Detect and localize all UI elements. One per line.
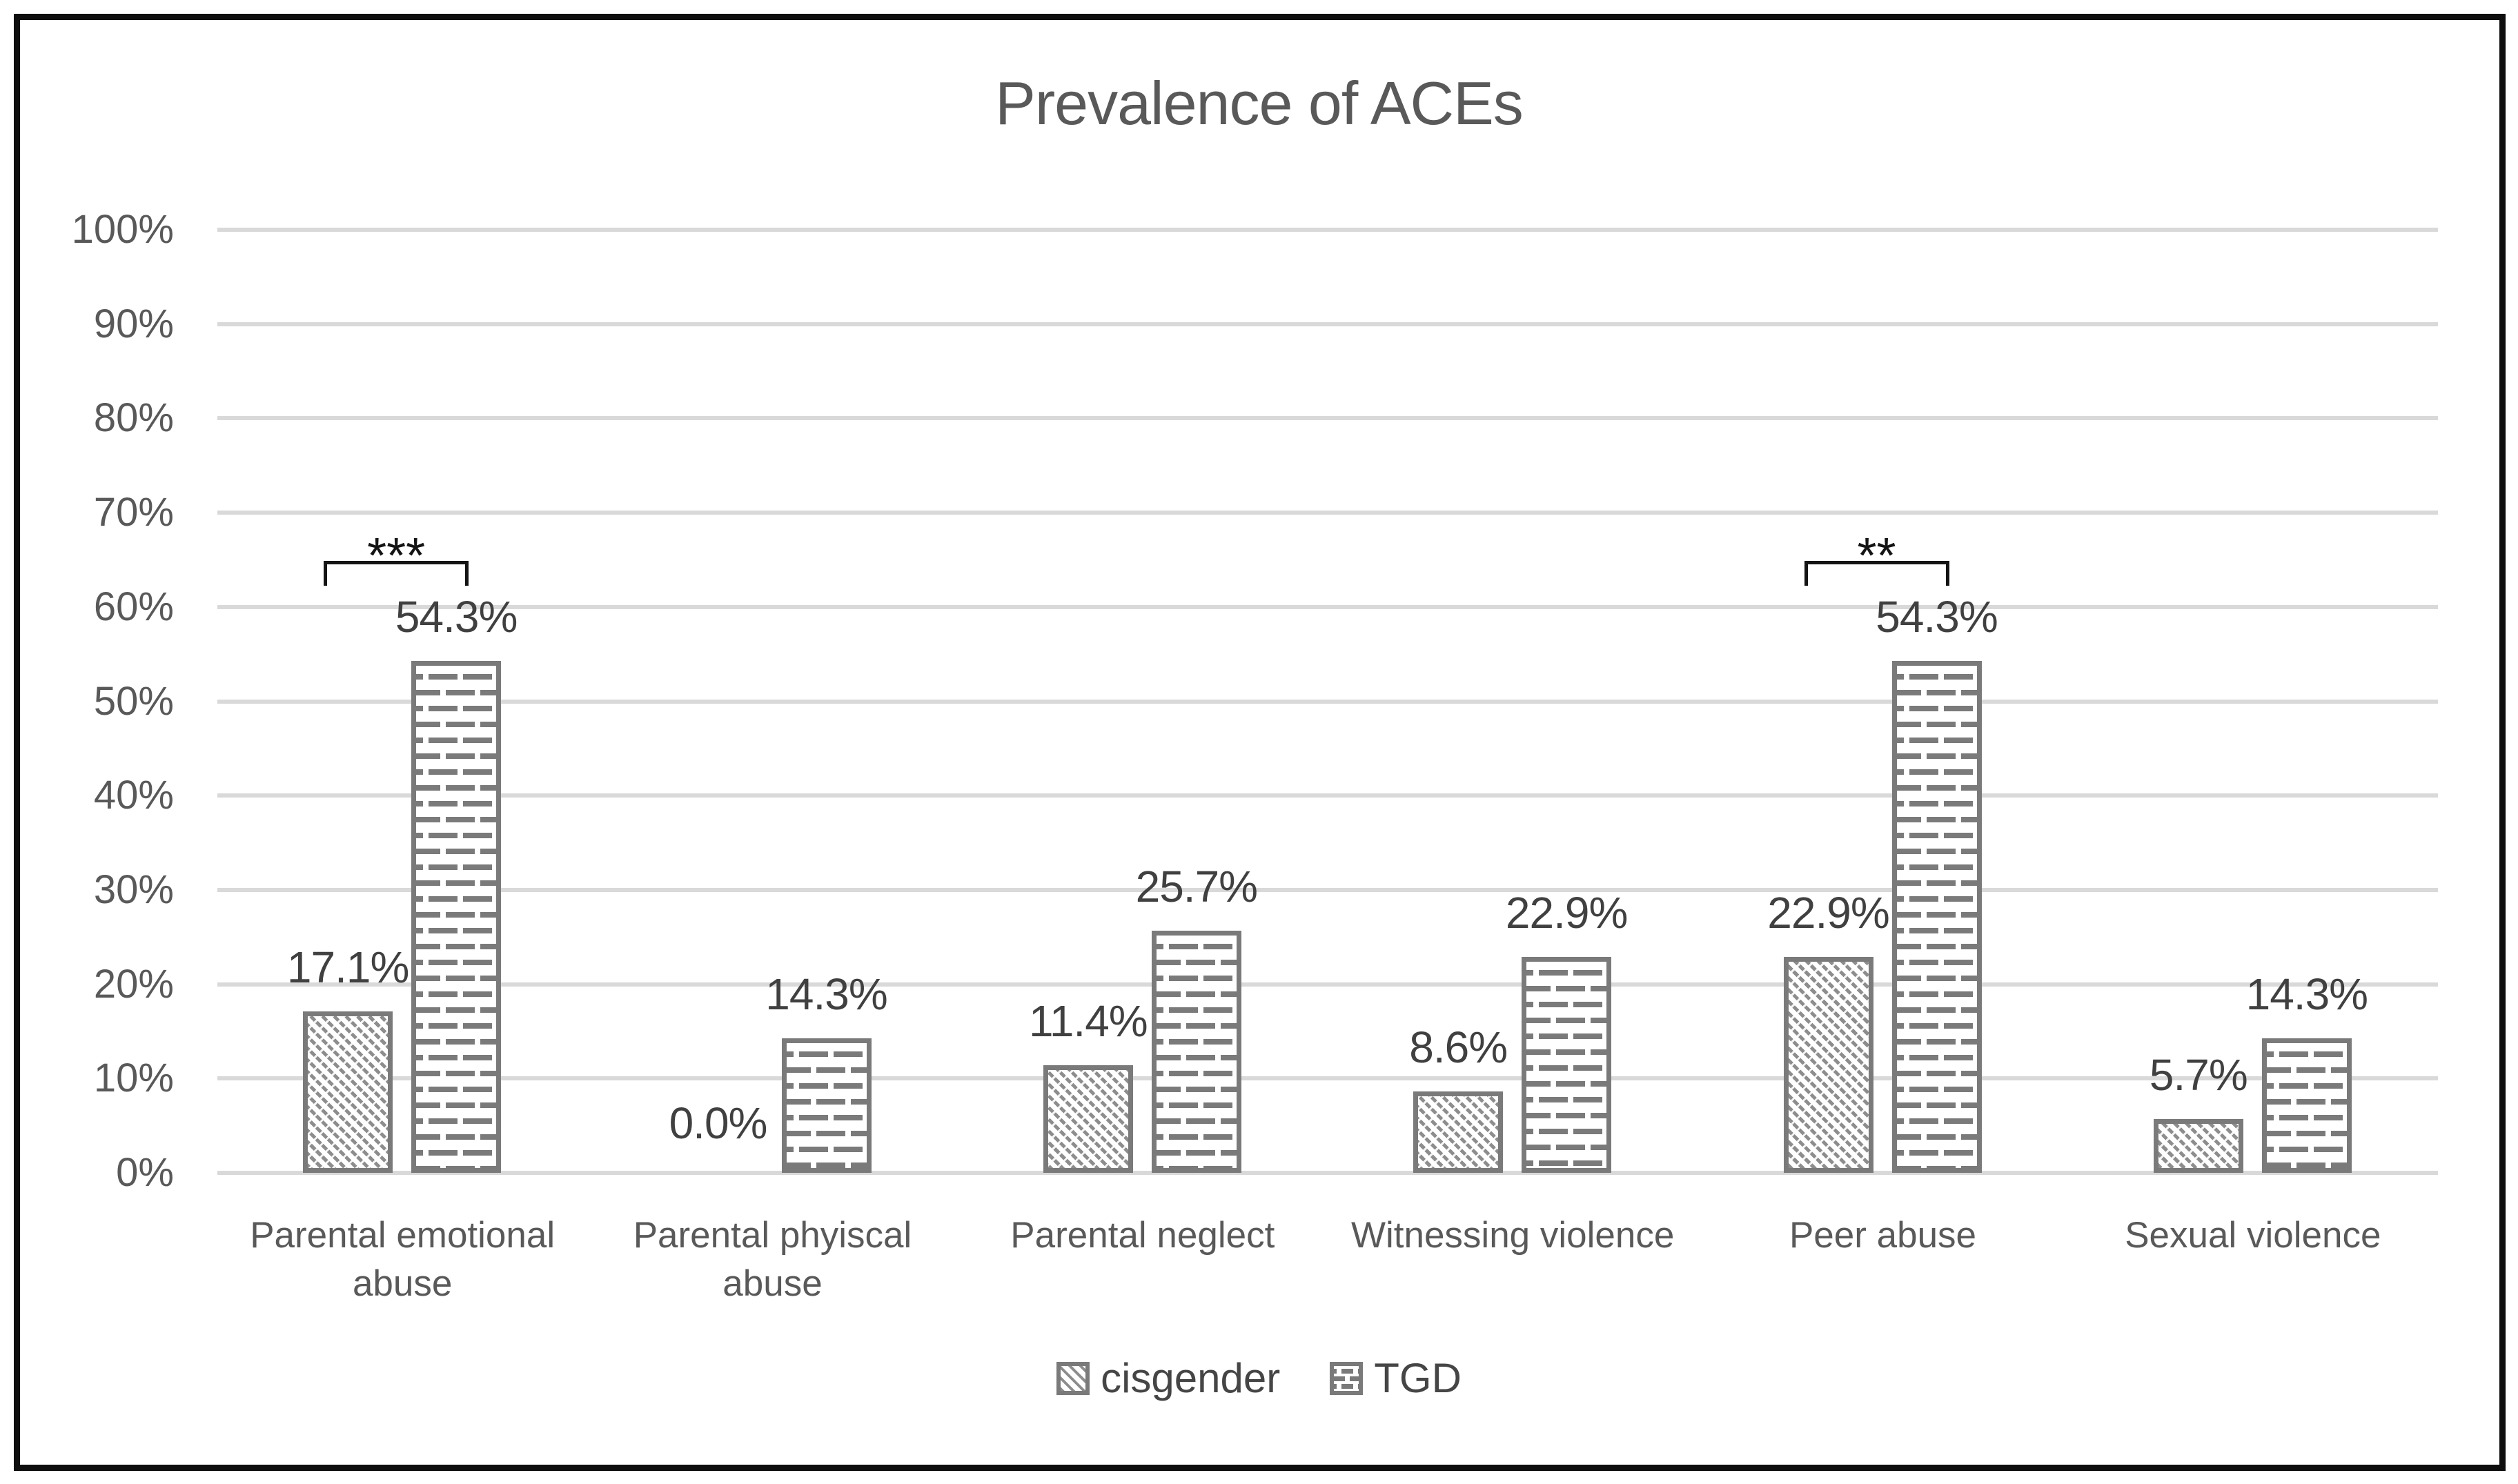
bar-TGD-2 <box>1151 931 1241 1173</box>
data-label-TGD-2: 25.7% <box>1135 862 1258 911</box>
legend-item-tgd: TGD <box>1330 1356 1462 1401</box>
significance-stars: ** <box>1857 528 1896 584</box>
category-label-line: abuse <box>722 1263 823 1304</box>
legend-label-tgd: TGD <box>1374 1355 1462 1401</box>
data-label-TGD-3: 22.9% <box>1505 888 1628 938</box>
y-axis-tick-label: 100% <box>71 207 174 252</box>
bar-TGD-0 <box>411 661 502 1173</box>
y-axis-tick-label: 30% <box>93 867 174 912</box>
y-axis-tick-label: 50% <box>93 678 174 724</box>
significance-bracket-right-tick <box>465 561 469 586</box>
gridline <box>217 228 2438 232</box>
y-axis-tick-label: 40% <box>93 773 174 818</box>
y-axis-tick-label: 10% <box>93 1056 174 1101</box>
y-axis-tick-label: 80% <box>93 395 174 441</box>
data-label-TGD-4: 54.3% <box>1876 592 1998 642</box>
category-label-line: Parental phyiscal <box>633 1215 912 1256</box>
category-label-line: Peer abuse <box>1789 1215 1977 1256</box>
y-axis-tick-label: 60% <box>93 584 174 629</box>
legend: cisgender TGD <box>0 1356 2518 1401</box>
significance-bracket-right-tick <box>1945 561 1949 586</box>
bar-cisgender-2 <box>1043 1065 1133 1173</box>
category-label-line: Parental neglect <box>1010 1215 1275 1256</box>
bar-cisgender-5 <box>2153 1119 2243 1173</box>
data-label-cisgender-2: 11.4% <box>1028 996 1148 1046</box>
significance-bracket-left-tick <box>1804 561 1808 586</box>
diagonal-hatch-swatch-icon <box>1056 1362 1090 1395</box>
bar-cisgender-4 <box>1783 957 1873 1173</box>
y-axis-tick-label: 0% <box>116 1150 174 1195</box>
y-axis-tick-label: 90% <box>93 301 174 346</box>
category-label-2: Parental neglect <box>950 1211 1336 1260</box>
gridline <box>217 887 2438 892</box>
data-label-cisgender-3: 8.6% <box>1409 1022 1508 1072</box>
gridline <box>217 416 2438 421</box>
gridline <box>217 604 2438 609</box>
category-label-line: Witnessing violence <box>1350 1215 1675 1256</box>
legend-item-cisgender: cisgender <box>1056 1356 1280 1401</box>
gridline <box>217 699 2438 704</box>
data-label-cisgender-4: 22.9% <box>1767 888 1889 938</box>
data-label-cisgender-5: 5.7% <box>2149 1050 2248 1100</box>
bar-TGD-1 <box>781 1038 872 1173</box>
chart-title: Prevalence of ACEs <box>995 69 1524 137</box>
bar-cisgender-0 <box>303 1011 393 1173</box>
category-label-line: Sexual violence <box>2125 1215 2381 1256</box>
data-label-TGD-5: 14.3% <box>2245 969 2368 1019</box>
category-label-3: Witnessing violence <box>1319 1211 1706 1260</box>
data-label-cisgender-0: 17.1% <box>286 942 409 992</box>
bar-TGD-3 <box>1522 957 1612 1173</box>
category-label-line: abuse <box>352 1263 453 1304</box>
category-label-0: Parental emotional abuse <box>209 1211 596 1308</box>
legend-label-cisgender: cisgender <box>1101 1355 1281 1401</box>
bar-TGD-4 <box>1891 661 1982 1173</box>
y-axis-tick-label: 70% <box>93 490 174 535</box>
significance-stars: *** <box>367 528 426 584</box>
significance-bracket-bar <box>1804 561 1949 564</box>
gridline <box>217 511 2438 515</box>
category-label-5: Sexual violence <box>2060 1211 2446 1260</box>
gridline <box>217 1171 2438 1175</box>
gridline <box>217 793 2438 798</box>
data-label-TGD-1: 14.3% <box>765 969 887 1019</box>
category-label-line: Parental emotional <box>250 1215 555 1256</box>
category-label-1: Parental phyiscal abuse <box>580 1211 966 1308</box>
data-label-cisgender-1: 0.0% <box>669 1098 768 1148</box>
y-axis-tick-label: 20% <box>93 961 174 1007</box>
category-label-4: Peer abuse <box>1690 1211 2076 1260</box>
significance-bracket-left-tick <box>324 561 328 586</box>
gridline <box>217 1076 2438 1081</box>
significance-bracket-bar <box>324 561 469 564</box>
bar-cisgender-3 <box>1413 1091 1504 1173</box>
gridline <box>217 321 2438 326</box>
gridline <box>217 982 2438 987</box>
bar-TGD-5 <box>2261 1038 2352 1173</box>
dots-swatch-icon <box>1330 1362 1364 1395</box>
data-label-TGD-0: 54.3% <box>395 592 518 642</box>
